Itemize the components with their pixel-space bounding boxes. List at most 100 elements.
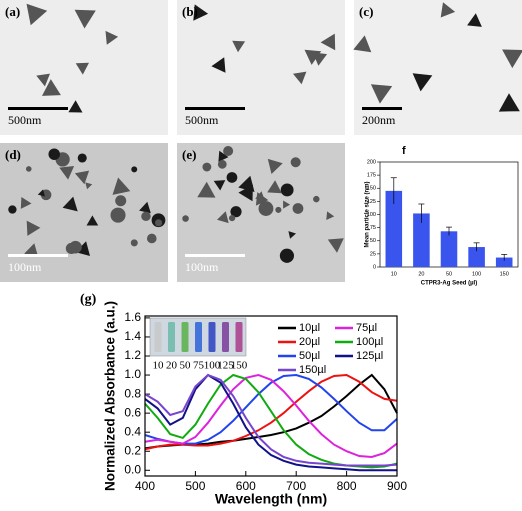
particle: [65, 242, 77, 255]
particle: [279, 248, 295, 263]
particle: [313, 195, 320, 203]
particle: [24, 243, 39, 258]
particle: [131, 166, 138, 173]
particle: [154, 219, 163, 227]
particle: [193, 4, 209, 21]
panel-label: (c): [359, 4, 373, 19]
particle: [139, 201, 151, 214]
line-series: [144, 373, 397, 472]
line-series: [144, 373, 398, 451]
y-tick-label: 0.4: [124, 424, 141, 438]
particle: [255, 192, 269, 206]
y-tick-label: 25: [370, 251, 376, 257]
x-tick-label: 500: [185, 479, 205, 493]
bar: [495, 257, 513, 267]
particle: [68, 100, 83, 113]
vial: [181, 322, 189, 352]
particle: [37, 189, 45, 197]
bar: [385, 190, 403, 267]
particle: [202, 162, 212, 172]
legend-label: 100µl: [356, 336, 383, 348]
vial: [222, 322, 229, 352]
particle: [141, 211, 151, 222]
particle: [217, 159, 227, 169]
particle: [293, 71, 307, 85]
particle: [275, 206, 282, 213]
chart-title: f: [402, 145, 406, 157]
particle: [75, 62, 89, 75]
legend-label: 50µl: [299, 350, 320, 362]
x-tick-label: 900: [387, 479, 407, 493]
x-tick-label: 150: [500, 271, 509, 277]
inset-label: 10: [153, 360, 165, 372]
particle: [25, 166, 32, 172]
particle: [288, 231, 296, 239]
particle: [130, 239, 138, 247]
vial: [208, 322, 216, 352]
legend-label: 150µl: [299, 364, 326, 376]
line-series: [144, 373, 398, 469]
particle: [440, 2, 456, 18]
particle: [498, 93, 520, 112]
particle: [112, 177, 131, 195]
particle: [217, 211, 229, 224]
line-series: [144, 373, 398, 445]
particle: [115, 195, 127, 207]
legend-label: 125µl: [356, 350, 383, 362]
y-tick-label: 1.6: [124, 310, 141, 324]
chart-title: (g): [80, 292, 97, 307]
line-series: [144, 373, 398, 467]
particle: [467, 13, 482, 27]
scale-bar: [185, 107, 245, 110]
y-tick-label: 200: [367, 159, 376, 165]
particle: [74, 9, 96, 29]
tem-image: [354, 0, 522, 135]
particle: [74, 170, 90, 185]
particle: [280, 183, 294, 197]
x-tick-label: 50: [446, 271, 452, 277]
particle: [20, 197, 32, 209]
panel-label: (e): [182, 147, 196, 162]
x-axis-label: CTPR3-Ag Seed (µl): [421, 281, 477, 287]
y-tick-label: 1.0: [124, 367, 141, 381]
particle: [283, 200, 291, 209]
particle: [36, 73, 50, 87]
particle: [267, 158, 283, 174]
particle: [197, 181, 216, 198]
y-tick-label: 0.0: [124, 462, 141, 476]
particle: [304, 49, 322, 65]
inset-label: 150: [231, 360, 248, 372]
bar: [413, 213, 430, 267]
particle: [105, 30, 119, 45]
bar: [440, 231, 458, 267]
particle: [8, 205, 17, 214]
x-tick-label: 10: [391, 271, 397, 277]
particle: [62, 196, 78, 212]
y-tick-label: 175: [367, 173, 376, 179]
tem-image: [177, 0, 345, 135]
scale-label: 100nm: [185, 260, 219, 274]
particle: [218, 150, 229, 162]
y-tick-label: 0.2: [124, 443, 141, 457]
y-tick-label: 75: [370, 225, 376, 231]
particle: [327, 238, 344, 253]
x-tick-label: 600: [236, 479, 256, 493]
x-axis-label: Wavelength (nm): [215, 491, 327, 507]
particle: [353, 35, 372, 53]
particle: [213, 180, 226, 191]
particle: [232, 40, 246, 53]
particle: [26, 220, 41, 236]
particle: [326, 211, 335, 220]
y-tick-label: 100: [367, 212, 376, 218]
particle: [226, 172, 238, 183]
plot-frame: [144, 315, 398, 477]
x-tick-label: 400: [135, 479, 155, 493]
particle: [110, 207, 126, 223]
scale-bar: [185, 254, 245, 257]
x-tick-label: 20: [418, 271, 424, 277]
panel-label: (b): [182, 4, 198, 19]
y-tick-label: 0: [373, 264, 376, 270]
line-series: [144, 373, 398, 459]
panel-label: (a): [5, 4, 20, 19]
